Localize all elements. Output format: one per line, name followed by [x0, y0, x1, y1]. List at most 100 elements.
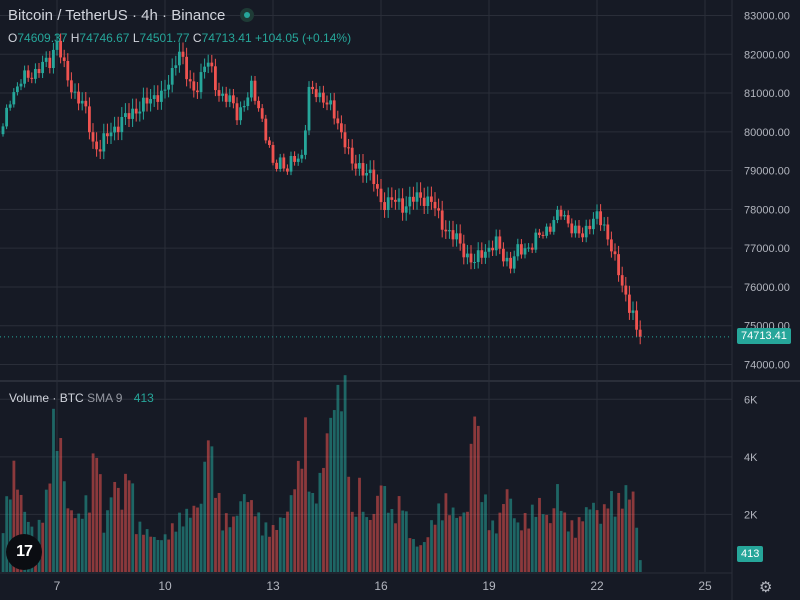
candle-body	[541, 234, 545, 236]
price-tick-label: 83000.00	[744, 11, 790, 23]
candle-body	[224, 93, 228, 102]
volume-bar	[210, 446, 214, 572]
candle	[638, 320, 642, 345]
candle-body	[379, 188, 383, 203]
volume-legend[interactable]: Volume · BTC SMA 9 413	[9, 391, 154, 405]
candle	[415, 182, 419, 210]
candle-body	[149, 99, 152, 104]
time-tick-label: 25	[698, 579, 712, 593]
volume-sma-value: 413	[133, 391, 154, 405]
volume-bar	[44, 489, 48, 572]
candle-body	[606, 224, 610, 240]
candle-body	[390, 197, 394, 200]
candle	[498, 229, 502, 255]
candle	[73, 83, 77, 99]
candle	[574, 220, 577, 238]
candle	[304, 124, 307, 160]
candle-body	[282, 157, 286, 169]
volume-bar	[88, 512, 91, 572]
volume-bar	[311, 493, 315, 572]
candle-body	[250, 80, 253, 98]
candle	[77, 83, 80, 111]
candle-body	[170, 67, 174, 85]
price-tick-label: 77000.00	[744, 243, 790, 255]
symbol-name: Bitcoin	[8, 7, 54, 24]
candle	[174, 55, 178, 76]
volume-bar	[286, 511, 289, 572]
gear-icon[interactable]: ⚙	[759, 579, 773, 596]
candle	[98, 139, 102, 159]
symbol-header[interactable]: Bitcoin / TetherUS · 4h · Binance	[8, 7, 254, 24]
candle-body	[444, 229, 448, 232]
volume-bar	[516, 522, 520, 572]
candle	[548, 223, 552, 235]
volume-bar	[343, 375, 347, 572]
close-value: 74713.41	[201, 31, 252, 45]
candle	[566, 210, 570, 228]
volume-bar	[131, 483, 135, 572]
volume-bar	[368, 519, 372, 572]
volume-bar	[426, 537, 430, 572]
candle-body	[138, 111, 142, 114]
volume-bar	[412, 539, 415, 572]
candle	[422, 187, 426, 215]
close-label: C	[192, 31, 202, 45]
candle-body	[566, 215, 570, 224]
candle-body	[516, 244, 520, 257]
candle-body	[354, 163, 358, 169]
candle-body	[275, 162, 278, 169]
volume-bar	[523, 513, 527, 572]
candle-body	[617, 254, 620, 276]
candle	[203, 58, 206, 79]
candle	[451, 220, 455, 247]
candle	[84, 92, 88, 114]
candle	[487, 240, 491, 258]
volume-bar	[304, 417, 307, 572]
volume-bar	[595, 510, 599, 572]
candle-body	[264, 118, 268, 141]
candle-body	[527, 247, 530, 249]
candle-body	[19, 83, 23, 87]
candle-body	[80, 100, 84, 104]
time-tick-label: 7	[54, 579, 61, 593]
volume-bar	[534, 516, 538, 572]
candle-body	[433, 201, 437, 209]
candle-body	[242, 106, 246, 108]
candle	[509, 251, 512, 274]
ohlc-legend: O74609.37 H74746.67 L74501.77 C74713.41 …	[8, 31, 351, 45]
volume-bar	[242, 494, 246, 572]
candle	[235, 97, 239, 126]
candle	[296, 153, 300, 166]
candle	[635, 301, 638, 337]
candle	[206, 54, 210, 74]
volume-bar	[484, 494, 487, 572]
volume-bar	[451, 507, 455, 572]
volume-bar	[350, 511, 354, 572]
volume-bar	[152, 536, 156, 572]
candle-body	[473, 262, 476, 264]
exchange-label: Binance	[171, 7, 226, 24]
candle	[1, 123, 5, 137]
candle-body	[286, 168, 289, 172]
candle	[19, 79, 23, 91]
candle-body	[278, 157, 282, 169]
candle	[523, 243, 527, 259]
candle	[624, 276, 628, 302]
candle	[264, 114, 268, 144]
candle-body	[62, 57, 66, 61]
candle	[376, 174, 379, 197]
candle-body	[318, 92, 322, 98]
volume-bar	[156, 539, 160, 572]
candle-body	[106, 133, 109, 137]
candle	[595, 204, 599, 225]
candle-body	[257, 100, 260, 109]
volume-bar	[73, 518, 77, 572]
candle	[426, 186, 430, 214]
candle-body	[383, 202, 386, 211]
tradingview-logo-icon[interactable]: 17	[6, 534, 42, 570]
volume-bar	[552, 508, 556, 572]
volume-bar	[178, 512, 181, 572]
volume-bar	[340, 411, 343, 572]
candle-body	[462, 243, 466, 258]
